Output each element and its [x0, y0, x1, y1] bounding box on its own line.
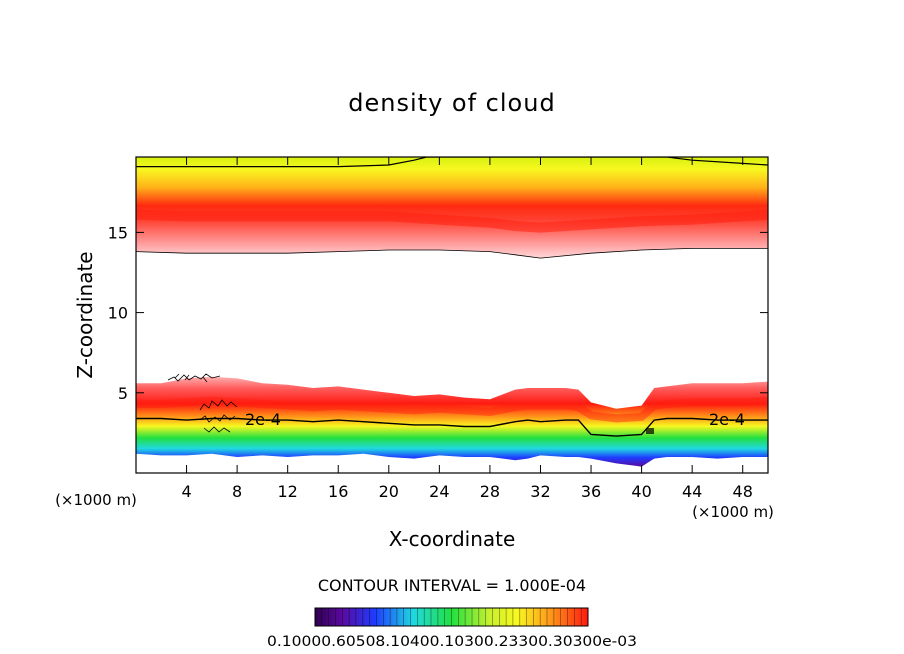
x-tick-label: 20 [379, 482, 399, 501]
x-tick-label: 16 [328, 482, 348, 501]
y-tick-label: 15 [108, 223, 128, 242]
noise-contour [199, 399, 238, 411]
x-tick-label: 32 [530, 482, 550, 501]
noise-blob [646, 428, 654, 434]
convective-noise [167, 373, 238, 433]
x-tick-label: 4 [181, 482, 191, 501]
plot-frame [135, 156, 769, 474]
x-tick-label: 36 [581, 482, 601, 501]
x-tick-label: 48 [733, 482, 753, 501]
x-tick-label: 44 [682, 482, 702, 501]
contour-line-2e-4 [136, 417, 768, 437]
y-tick-label: 10 [108, 304, 128, 323]
noise-contour [203, 426, 231, 433]
noise-contour [167, 373, 221, 382]
contour-labels: 2e-4 2e-4 [245, 410, 745, 429]
chart-title: density of cloud [348, 89, 555, 117]
contour-line-top [136, 157, 768, 168]
x-unit-label-left: (×1000 m) [55, 491, 137, 509]
y-axis-ticks: 5 10 15 [108, 223, 768, 403]
upper-cloud-layer [136, 157, 768, 259]
y-tick-label: 5 [118, 384, 128, 403]
x-tick-label: 12 [278, 482, 298, 501]
x-unit-label-right: (×1000 m) [692, 503, 774, 521]
plot-area [136, 157, 768, 473]
contour-interval-label: CONTOUR INTERVAL = 1.000E-04 [318, 576, 586, 595]
x-axis-ticks: 4 8 12 16 20 24 28 32 36 40 44 48 [181, 157, 753, 501]
colorbar [314, 607, 589, 627]
x-tick-label: 28 [480, 482, 500, 501]
lower-layer-core-band [136, 396, 768, 423]
x-tick-label: 40 [631, 482, 651, 501]
contour-label-right: 2e-4 [709, 410, 745, 429]
upper-layer-core-band [136, 209, 768, 233]
colorbar-labels: 0.10000.60508.10400.10300.23300.30300e-0… [267, 634, 637, 650]
contour-line-upper-bottom [136, 248, 768, 259]
noise-contour [199, 414, 236, 423]
x-tick-label: 24 [429, 482, 449, 501]
x-tick-label: 8 [232, 482, 242, 501]
x-axis-label: X-coordinate [389, 527, 516, 551]
y-axis-label: Z-coordinate [73, 251, 97, 378]
colorbar-divisions [321, 608, 582, 626]
contour-label-left: 2e-4 [245, 410, 281, 429]
lower-cloud-layer [136, 376, 768, 467]
noise-contour [174, 373, 208, 383]
